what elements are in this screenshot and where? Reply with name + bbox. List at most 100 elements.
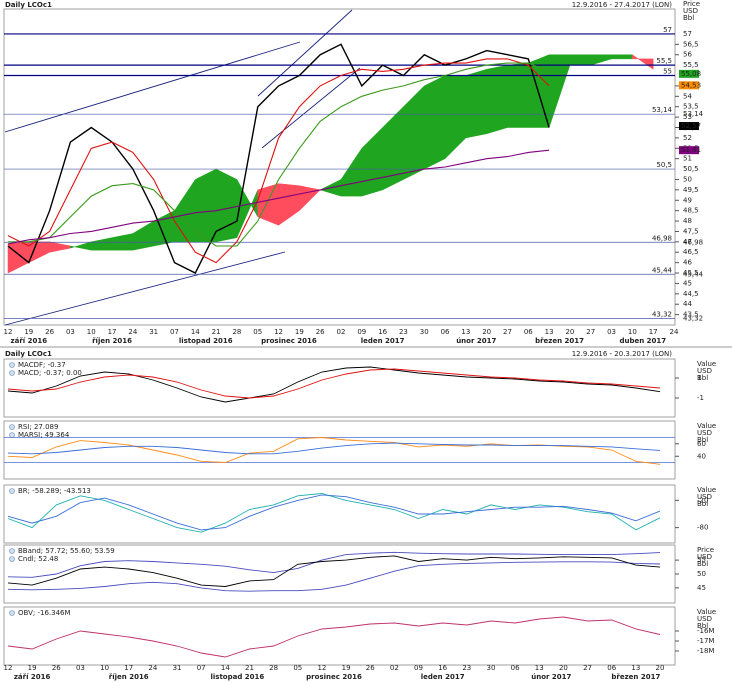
y-axis-label: USD	[697, 493, 712, 501]
y-axis-label: Value	[697, 486, 716, 494]
ichimoku-cloud	[507, 62, 529, 128]
legend-icon	[9, 548, 15, 554]
level-axis-label: 45,44	[683, 270, 704, 278]
price-tag	[679, 146, 699, 155]
legend-icon	[9, 488, 15, 494]
x-tick-label: 17	[649, 328, 658, 336]
month-label: prosinec 2016	[261, 337, 317, 345]
y-tick-label: -80	[697, 524, 708, 532]
level-label: 46,98	[652, 234, 672, 242]
price-tag-label: 51,41	[681, 146, 701, 154]
x-tick-label: 26	[316, 328, 325, 336]
level-axis-label: 46,98	[683, 238, 703, 246]
level-label: 55,5	[656, 57, 672, 65]
y-tick-label: 1	[697, 374, 701, 382]
level-axis-label: 55,5	[683, 61, 699, 69]
x-tick-label: 02	[390, 664, 399, 672]
x-tick-label: 31	[149, 328, 158, 336]
y-tick-label: 44,5	[683, 290, 699, 298]
level-axis-label: 43,32	[683, 314, 703, 322]
y-tick-label: 50	[697, 570, 706, 578]
x-tick-label: 16	[438, 664, 447, 672]
y-tick-label: 50	[683, 175, 692, 183]
legend-icon	[9, 432, 15, 438]
indicator-line	[7, 561, 661, 592]
x-tick-label: 24	[670, 328, 679, 336]
y-tick-label: 53	[683, 113, 692, 121]
month-label: únor 2017	[531, 673, 571, 681]
panel-frame	[3, 606, 676, 666]
y-tick-label: 54	[683, 92, 692, 100]
legend-entry: OBV; -16.346M	[18, 609, 71, 617]
indicator-line	[7, 551, 661, 578]
price-line	[7, 58, 550, 264]
y-tick-label: 56	[683, 51, 692, 59]
y-axis-label: Bbl	[697, 560, 708, 568]
month-label: říjen 2016	[109, 673, 149, 681]
legend-icon	[9, 610, 15, 616]
x-tick-label: 28	[232, 328, 241, 336]
x-tick-label: 12	[4, 328, 13, 336]
x-tick-label: 13	[631, 664, 640, 672]
x-tick-label: 26	[45, 328, 54, 336]
trend-line	[4, 251, 286, 326]
ichimoku-cloud	[465, 68, 487, 139]
y-tick-label: 53,5	[683, 103, 699, 111]
x-tick-label: 31	[173, 664, 182, 672]
x-tick-label: 19	[295, 328, 304, 336]
x-tick-label: 06	[441, 328, 450, 336]
x-tick-label: 12	[317, 664, 326, 672]
x-tick-label: 03	[66, 328, 75, 336]
price-line	[7, 149, 550, 245]
price-tag-label: 52,57	[681, 122, 701, 130]
trend-line	[257, 9, 353, 97]
indicator-line	[7, 442, 661, 455]
x-tick-label: 10	[100, 664, 109, 672]
level-label: 50,5	[656, 161, 672, 169]
x-tick-label: 19	[28, 664, 37, 672]
x-tick-label: 13	[535, 664, 544, 672]
trend-line	[4, 41, 301, 133]
x-tick-label: 27	[583, 664, 592, 672]
ichimoku-cloud	[611, 54, 633, 60]
x-tick-label: 13	[461, 328, 470, 336]
y-tick-label: -1	[697, 394, 704, 402]
x-tick-label: 20	[482, 328, 491, 336]
month-label: březen 2017	[535, 337, 584, 345]
y-tick-label: 40	[697, 452, 706, 460]
x-tick-label: 14	[221, 664, 230, 672]
y-axis-label: Bbl	[697, 500, 708, 508]
x-tick-label: 23	[399, 328, 408, 336]
x-tick-label: 24	[148, 664, 157, 672]
x-tick-label: 20	[559, 664, 568, 672]
y-axis-label: Value	[697, 422, 716, 430]
x-tick-label: 26	[366, 664, 375, 672]
y-axis-label: Value	[697, 360, 716, 368]
x-tick-label: 17	[108, 328, 117, 336]
x-tick-label: 12	[4, 664, 13, 672]
y-tick-label: 47	[683, 238, 692, 246]
level-label: 55	[663, 68, 672, 76]
y-tick-label: 45,5	[683, 269, 699, 277]
x-tick-label: 13	[545, 328, 554, 336]
x-tick-label: 06	[607, 664, 616, 672]
x-tick-label: 27	[586, 328, 595, 336]
x-tick-label: 10	[87, 328, 96, 336]
ichimoku-cloud	[299, 185, 321, 212]
x-tick-label: 20	[565, 328, 574, 336]
price-tag-label: 54,53	[681, 81, 701, 89]
y-tick-label: 43,5	[683, 311, 699, 319]
y-axis-label: Bbl	[697, 374, 708, 382]
x-tick-label: 05	[293, 664, 302, 672]
month-label: listopad 2016	[179, 337, 233, 345]
month-label: únor 2017	[456, 337, 496, 345]
legend-icon	[9, 362, 15, 368]
price-line	[8, 62, 550, 247]
y-tick-label: 52	[683, 134, 692, 142]
y-tick-label: 55	[697, 556, 706, 564]
x-tick-label: 21	[245, 664, 254, 672]
x-tick-label: 20	[656, 664, 665, 672]
indicator-line	[7, 366, 661, 403]
legend-entry: MACD; -0.37; 0.00	[18, 369, 82, 377]
